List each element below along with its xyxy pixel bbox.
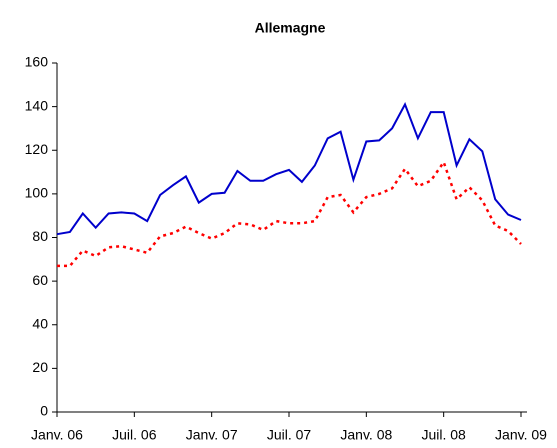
- series-line: [57, 159, 522, 268]
- x-tick-label: Janv. 08: [340, 427, 392, 443]
- x-tick-label: Juil. 06: [112, 427, 157, 443]
- y-tick-label: 20: [32, 359, 48, 375]
- y-tick-label: 140: [25, 97, 49, 113]
- x-tick-label: Juil. 08: [421, 427, 466, 443]
- x-tick-label: Janv. 06: [31, 427, 83, 443]
- series-line: [56, 101, 522, 236]
- y-tick-label: 160: [25, 54, 49, 70]
- y-tick-label: 40: [32, 315, 48, 331]
- x-tick-label: Janv. 07: [186, 427, 238, 443]
- y-tick-label: 0: [40, 403, 48, 419]
- x-tick-label: Juil. 07: [267, 427, 312, 443]
- chart-title: Allemagne: [255, 20, 326, 36]
- x-tick-label: Janv. 09: [495, 427, 547, 443]
- y-tick-label: 60: [32, 272, 48, 288]
- y-tick-label: 120: [25, 141, 49, 157]
- y-tick-label: 100: [25, 185, 49, 201]
- y-tick-label: 80: [32, 228, 48, 244]
